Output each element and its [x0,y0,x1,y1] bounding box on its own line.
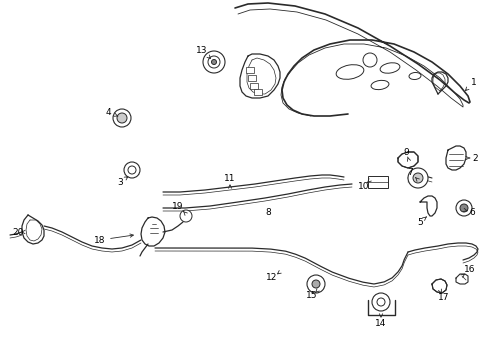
Circle shape [455,200,471,216]
Circle shape [412,173,422,183]
Text: 6: 6 [468,207,474,216]
Circle shape [306,275,325,293]
Text: 9: 9 [402,148,408,157]
Polygon shape [431,279,446,293]
Text: 15: 15 [305,292,317,301]
Text: 11: 11 [224,174,235,183]
Bar [249,83,258,89]
Polygon shape [445,146,465,170]
Text: 3: 3 [117,177,122,186]
Text: 2: 2 [471,153,477,162]
Circle shape [207,56,220,68]
Text: 4: 4 [105,108,111,117]
Circle shape [407,168,427,188]
Circle shape [362,53,376,67]
Text: 20: 20 [12,228,23,237]
Circle shape [371,293,389,311]
Text: 7: 7 [407,167,412,176]
Text: 18: 18 [94,235,105,244]
Text: 17: 17 [437,293,449,302]
Circle shape [459,204,467,212]
Circle shape [311,280,319,288]
Circle shape [113,109,131,127]
Polygon shape [141,217,164,246]
Ellipse shape [379,63,399,73]
Circle shape [117,113,127,123]
Text: 5: 5 [416,217,422,226]
Circle shape [376,298,384,306]
Ellipse shape [408,72,420,80]
Polygon shape [397,152,417,168]
Text: 16: 16 [463,266,475,274]
Text: 10: 10 [358,181,369,190]
Bar [253,89,262,95]
Text: 1: 1 [470,77,476,86]
Circle shape [124,162,140,178]
Ellipse shape [335,65,363,79]
Polygon shape [22,215,44,244]
Text: 13: 13 [196,45,207,54]
Text: 12: 12 [266,274,277,283]
Text: 14: 14 [375,320,386,328]
Bar [367,176,387,188]
Ellipse shape [370,80,388,90]
Circle shape [211,59,216,64]
Text: 8: 8 [264,207,270,216]
Bar [247,75,256,81]
Polygon shape [419,196,436,216]
Circle shape [128,166,136,174]
Bar [245,67,253,73]
Circle shape [180,210,192,222]
Text: 19: 19 [172,202,183,211]
Circle shape [203,51,224,73]
